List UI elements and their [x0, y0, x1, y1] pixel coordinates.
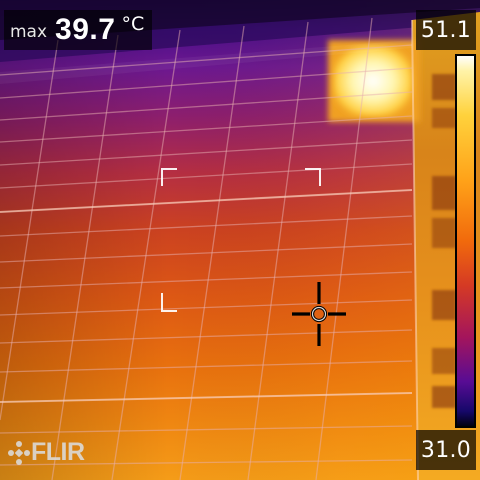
scale-max-label: 51.1	[416, 10, 476, 50]
temperature-color-scale	[455, 54, 476, 428]
max-temperature-readout: max 39.7 °C	[4, 10, 153, 50]
flir-logo-icon	[8, 440, 30, 465]
scale-min-label: 31.0	[416, 430, 476, 470]
crosshair-icon[interactable]	[290, 282, 348, 346]
flir-logo-text: FLIR	[31, 438, 85, 466]
temperature-unit: °C	[121, 13, 145, 35]
flir-logo: FLIR	[8, 438, 85, 467]
max-label: max	[10, 21, 48, 42]
max-value: 39.7	[55, 13, 116, 46]
